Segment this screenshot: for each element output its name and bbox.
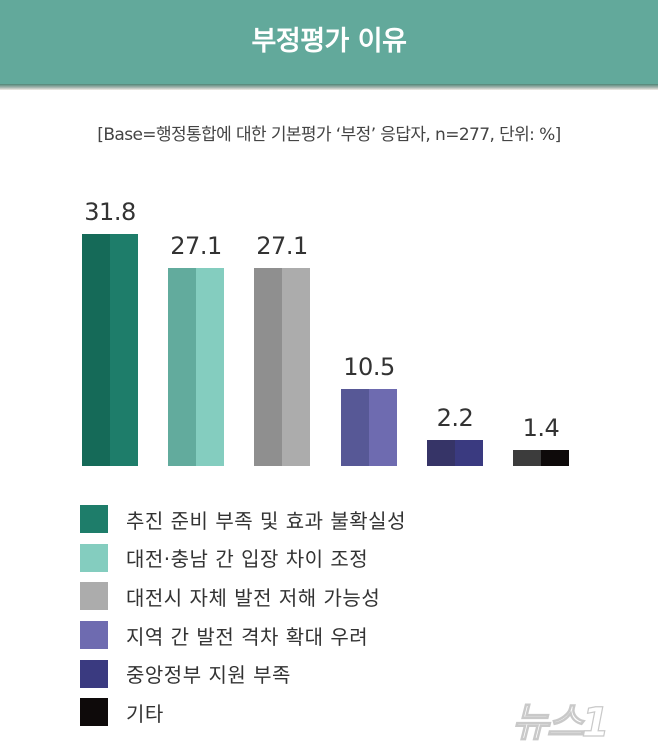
bar-5 [513,450,569,466]
legend-item: 중앙정부 지원 부족 [80,654,406,693]
bar-value-label: 31.8 [84,198,136,226]
chart-subtitle: [Base=행정통합에 대한 기본평가 ‘부정’ 응답자, n=277, 단위:… [97,125,561,145]
news1-watermark-logo: 뉴스1 [511,699,610,746]
bar-3 [341,389,397,466]
legend-item: 대전·충남 간 입장 차이 조정 [80,539,406,578]
legend-item: 추진 준비 부족 및 효과 불확실성 [80,500,406,539]
legend-item: 기타 [80,693,406,732]
bar-1 [168,268,224,466]
legend-swatch [80,582,108,611]
bar-value-label: 27.1 [170,232,222,260]
legend-label: 대전·충남 간 입장 차이 조정 [126,547,369,572]
bar-value-label: 10.5 [343,353,395,381]
legend-item: 지역 간 발전 격차 확대 우려 [80,616,406,655]
bar-value-label: 1.4 [522,414,560,442]
bar-2 [254,268,310,466]
legend-label: 중앙정부 지원 부족 [126,663,291,688]
legend-label: 지역 간 발전 격차 확대 우려 [126,624,369,649]
bar-0 [82,234,138,466]
legend-label: 기타 [126,701,164,726]
legend-label: 추진 준비 부족 및 효과 불확실성 [126,508,406,533]
legend-label: 대전시 자체 발전 저해 가능성 [126,585,381,610]
legend-swatch [80,659,108,688]
chart-header: 부정평가 이유 [0,0,658,84]
legend-item: 대전시 자체 발전 저해 가능성 [80,577,406,616]
chart-title: 부정평가 이유 [251,26,407,57]
legend-swatch [80,621,108,650]
header-divider [0,84,658,90]
legend-swatch [80,698,108,727]
legend-swatch [80,505,108,534]
bar-4 [427,440,483,466]
bar-value-label: 27.1 [256,232,308,260]
bar-value-label: 2.2 [436,404,474,432]
legend-swatch [80,543,108,572]
